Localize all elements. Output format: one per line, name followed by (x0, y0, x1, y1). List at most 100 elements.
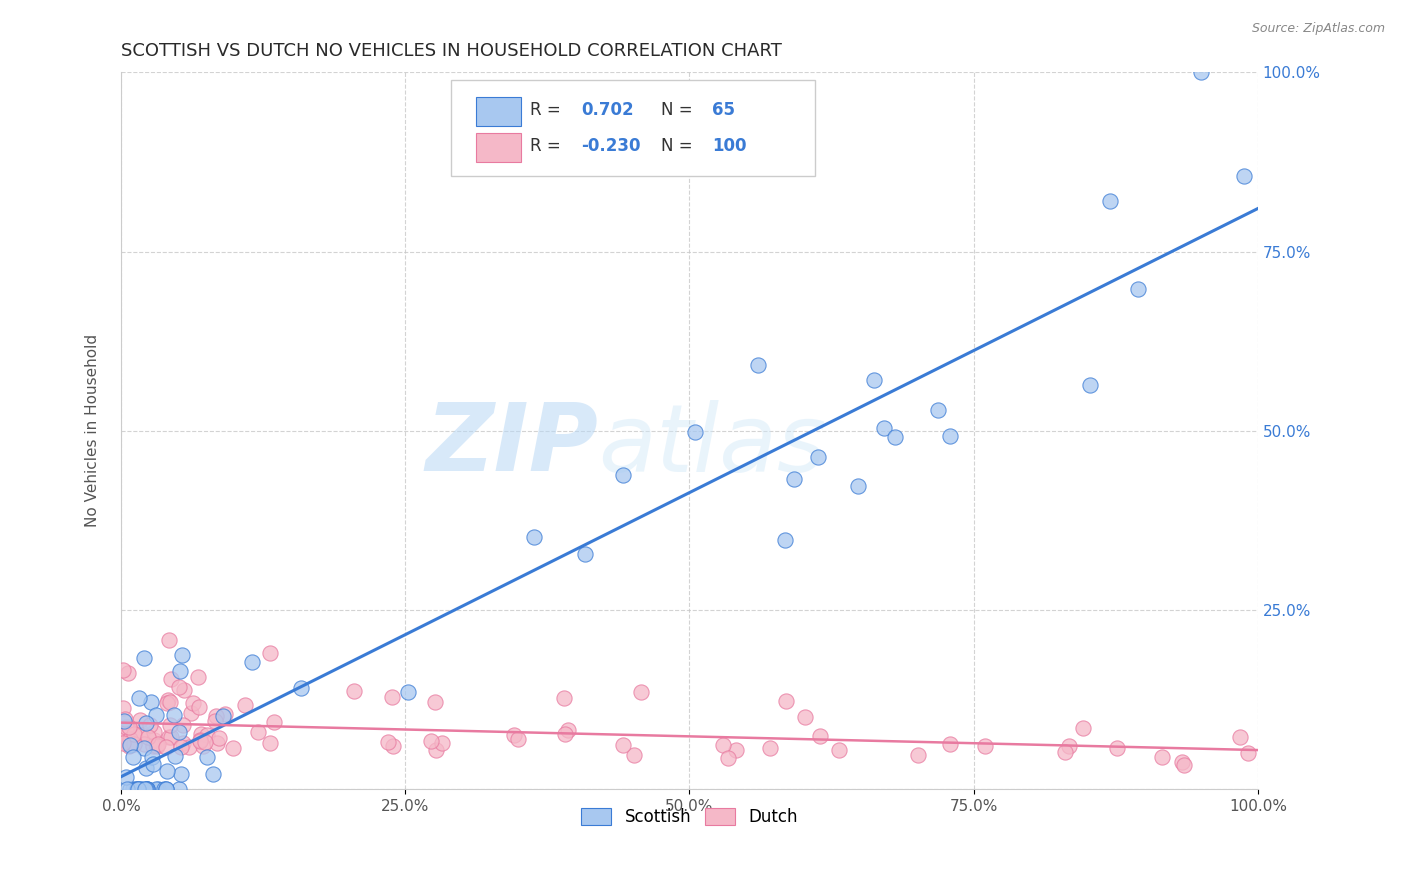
Point (115, 720, 138, 734)
Point (135, 782, 157, 797)
Point (159, 695, 181, 709)
Point (115, 782, 138, 797)
Point (263, 715, 285, 730)
Point (775, 694, 797, 708)
Point (208, 731, 231, 746)
Point (711, 738, 734, 752)
Point (204, 714, 226, 729)
Point (141, 750, 163, 764)
Point (172, 736, 194, 750)
Point (117, 739, 139, 753)
Point (167, 680, 190, 694)
Point (141, 739, 163, 754)
Point (724, 743, 747, 757)
Point (425, 743, 447, 757)
Point (143, 733, 166, 747)
Point (717, 750, 740, 764)
Point (807, 450, 830, 464)
Point (290, 681, 312, 695)
Point (155, 782, 177, 797)
Text: 100: 100 (713, 137, 747, 155)
Point (145, 782, 167, 797)
Point (195, 750, 218, 764)
Point (134, 741, 156, 756)
Point (136, 782, 159, 797)
Point (129, 713, 152, 727)
Point (205, 708, 228, 723)
Point (117, 665, 139, 680)
Point (127, 782, 149, 797)
Point (1189, 65, 1212, 79)
Point (197, 728, 219, 742)
Point (112, 731, 135, 745)
Point (193, 735, 215, 749)
Point (927, 403, 949, 417)
Point (121, 782, 143, 797)
Point (201, 767, 224, 781)
Point (159, 672, 181, 686)
Text: -0.230: -0.230 (582, 137, 641, 155)
Text: R =: R = (530, 101, 567, 119)
Point (125, 782, 148, 797)
Point (136, 731, 159, 745)
Point (938, 737, 960, 751)
Point (193, 739, 215, 754)
Point (132, 650, 155, 665)
Point (377, 735, 399, 749)
Point (1229, 730, 1251, 744)
Point (114, 712, 136, 726)
Point (1126, 282, 1149, 296)
Point (162, 707, 184, 722)
Point (135, 761, 157, 775)
Point (508, 731, 530, 746)
Point (114, 730, 136, 744)
Point (146, 739, 169, 753)
Point (157, 693, 180, 707)
Point (142, 757, 165, 772)
Point (131, 728, 153, 742)
Point (782, 472, 804, 486)
Point (430, 735, 453, 749)
Point (127, 782, 149, 797)
Point (187, 700, 209, 714)
Point (1233, 169, 1256, 183)
Point (118, 731, 141, 746)
Text: N =: N = (661, 101, 697, 119)
Point (1054, 746, 1077, 760)
Point (142, 724, 165, 739)
Text: SCOTTISH VS DUTCH NO VEHICLES IN HOUSEHOLD CORRELATION CHART: SCOTTISH VS DUTCH NO VEHICLES IN HOUSEHO… (121, 42, 782, 60)
Point (118, 782, 141, 797)
Text: R =: R = (530, 137, 567, 155)
Point (112, 701, 135, 715)
Point (1237, 747, 1260, 761)
Point (145, 738, 167, 752)
Point (134, 737, 156, 751)
Point (240, 655, 263, 669)
Point (177, 739, 200, 754)
Point (828, 743, 851, 757)
Point (157, 730, 180, 744)
Point (157, 633, 180, 648)
Point (188, 733, 211, 747)
Point (139, 718, 162, 732)
Point (425, 695, 447, 709)
Point (122, 727, 145, 741)
Point (759, 741, 782, 756)
Legend: Scottish, Dutch: Scottish, Dutch (574, 800, 806, 835)
Text: atlas: atlas (599, 400, 827, 491)
Point (907, 748, 929, 763)
Point (146, 737, 169, 751)
Point (1057, 739, 1080, 753)
Point (747, 358, 769, 372)
Point (939, 429, 962, 443)
Point (135, 782, 157, 797)
Text: 0.702: 0.702 (582, 101, 634, 119)
Point (380, 690, 402, 704)
Point (1152, 750, 1174, 764)
Point (190, 727, 212, 741)
Point (165, 749, 187, 764)
Point (128, 691, 150, 706)
Point (112, 663, 135, 677)
FancyBboxPatch shape (475, 133, 522, 161)
Point (808, 729, 831, 743)
